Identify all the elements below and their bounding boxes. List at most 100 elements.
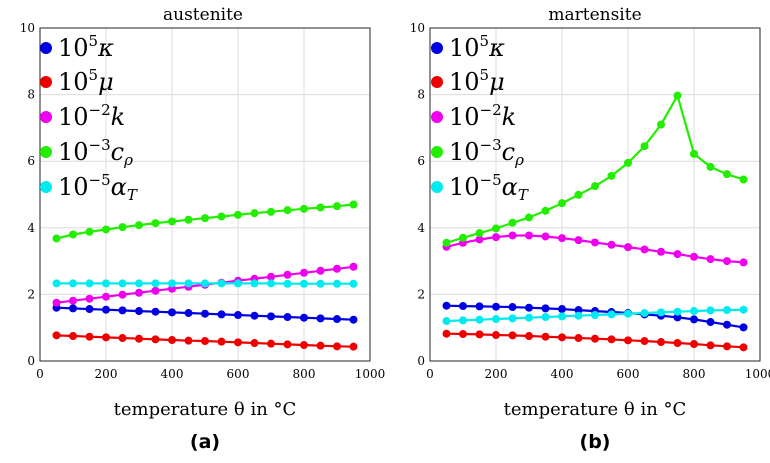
data-point	[250, 311, 259, 320]
legend-marker	[40, 111, 52, 123]
x-tick-label: 200	[485, 367, 508, 381]
data-point	[706, 341, 715, 350]
data-point	[300, 204, 308, 213]
data-point	[102, 292, 110, 301]
series-5	[442, 305, 748, 326]
data-point	[102, 225, 110, 234]
legend-marker	[431, 181, 443, 193]
data-point	[168, 217, 176, 226]
data-point	[525, 332, 533, 341]
data-point	[591, 182, 599, 191]
plot-area-frame	[39, 27, 371, 362]
data-point	[657, 338, 665, 347]
data-point	[102, 333, 110, 342]
data-point	[118, 223, 127, 232]
data-point	[723, 306, 731, 315]
data-point	[706, 255, 715, 264]
data-point	[151, 307, 160, 316]
data-point	[723, 342, 731, 351]
data-point	[102, 305, 110, 314]
data-point	[475, 229, 484, 238]
legend-marker	[40, 181, 52, 193]
data-point	[85, 305, 94, 314]
data-point	[459, 316, 467, 325]
data-point	[673, 250, 682, 259]
data-point	[442, 317, 451, 326]
data-point	[591, 334, 599, 343]
series-5	[52, 279, 358, 288]
data-point	[151, 286, 160, 295]
y-tick-label: 10	[410, 21, 425, 35]
legend-marker	[40, 76, 52, 88]
x-tick-label: 600	[227, 367, 250, 381]
data-point	[492, 233, 500, 242]
series-1	[52, 303, 358, 324]
plot-area-frame	[429, 27, 761, 362]
data-point	[151, 219, 160, 228]
data-point	[52, 279, 61, 288]
y-tick-label: 8	[27, 88, 35, 102]
data-point	[459, 233, 467, 242]
data-point	[459, 302, 467, 311]
data-point	[525, 231, 533, 240]
data-point	[541, 313, 550, 322]
data-point	[349, 262, 358, 271]
data-point	[102, 279, 110, 288]
data-point	[640, 245, 649, 254]
data-point	[168, 279, 176, 288]
chart-panel-a: 0 200 400 600 800 1000 0 2 4 6 8 10 austenite tempera…	[20, 5, 386, 453]
x-tick-label: 0	[426, 367, 434, 381]
data-point	[283, 279, 292, 288]
data-point	[234, 311, 242, 320]
data-point	[316, 203, 325, 212]
data-point	[607, 171, 616, 180]
data-point	[52, 298, 61, 307]
data-point	[706, 306, 715, 315]
data-point	[475, 235, 484, 244]
data-point	[69, 230, 77, 239]
data-point	[52, 331, 61, 340]
data-point	[508, 331, 517, 340]
data-point	[151, 335, 160, 344]
data-point	[706, 318, 715, 327]
legend-label: 10−2k	[449, 101, 516, 131]
data-point	[234, 210, 242, 219]
data-point	[739, 305, 748, 314]
x-tick-label: 800	[683, 367, 706, 381]
x-tick-label: 800	[293, 367, 316, 381]
data-point	[723, 170, 731, 179]
data-point	[52, 234, 61, 243]
data-point	[558, 305, 566, 314]
data-point	[739, 343, 748, 352]
y-tick-label: 6	[417, 154, 425, 168]
data-point	[118, 290, 127, 299]
data-point	[333, 279, 341, 288]
data-point	[69, 296, 77, 305]
y-tick-label: 4	[27, 221, 35, 235]
data-point	[135, 279, 143, 288]
data-point	[739, 175, 748, 184]
x-tick-label: 0	[36, 367, 44, 381]
y-tick-label: 10	[20, 21, 35, 35]
legend-label: 10−5αT	[449, 171, 529, 204]
legend-label: 105μ	[58, 66, 114, 96]
legend-marker	[431, 76, 443, 88]
data-point	[574, 334, 583, 343]
data-point	[459, 330, 467, 339]
data-point	[349, 342, 358, 351]
data-point	[168, 308, 176, 317]
x-axis-label: temperature θ in °C	[114, 399, 297, 420]
data-point	[673, 339, 682, 348]
data-point	[640, 337, 649, 346]
data-point	[217, 212, 226, 221]
data-point	[541, 232, 550, 241]
data-point	[184, 309, 193, 318]
y-tick-label: 6	[27, 154, 35, 168]
data-point	[442, 301, 451, 310]
data-point	[69, 304, 77, 313]
legend-label: 10−3cρ	[449, 136, 524, 169]
data-point	[267, 272, 275, 281]
x-tick-label: 400	[551, 367, 574, 381]
data-point	[508, 218, 517, 227]
data-point	[492, 315, 500, 324]
